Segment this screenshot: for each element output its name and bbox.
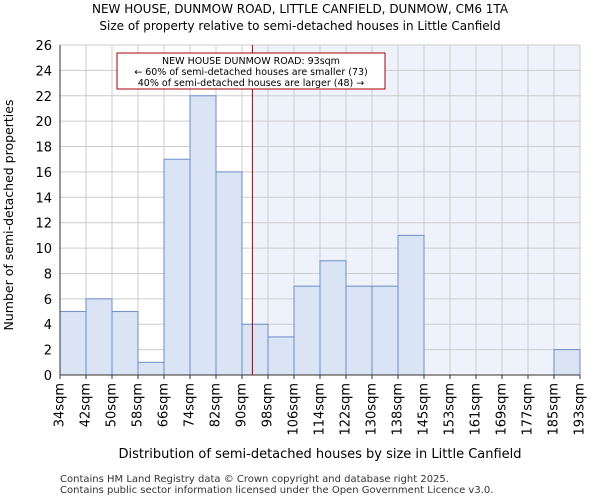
x-tick-label: 66sqm <box>157 383 172 427</box>
histogram-bar <box>85 298 113 376</box>
x-tick-label: 98sqm <box>261 383 276 427</box>
histogram-bar <box>553 349 581 376</box>
y-tick-label: 22 <box>35 90 52 105</box>
y-tick-label: 16 <box>35 166 52 181</box>
x-tick-label: 42sqm <box>79 383 94 427</box>
x-tick-label: 145sqm <box>417 383 432 436</box>
histogram-bar <box>319 260 347 376</box>
x-tick-label: 90sqm <box>235 383 250 427</box>
annotation-box <box>116 52 386 90</box>
x-tick-label: 161sqm <box>469 383 484 436</box>
histogram-bar <box>163 158 191 376</box>
chart-subtitle: Size of property relative to semi-detach… <box>99 19 501 33</box>
x-tick-label: 169sqm <box>495 383 510 436</box>
histogram-bar <box>189 95 217 376</box>
y-tick-label: 26 <box>35 39 52 54</box>
histogram-bar <box>215 171 243 376</box>
x-tick-label: 106sqm <box>287 383 302 436</box>
y-tick-label: 0 <box>44 369 52 384</box>
x-tick-label: 50sqm <box>105 383 120 427</box>
annotation-line-2: ← 60% of semi-detached houses are smalle… <box>134 67 368 78</box>
x-tick-label: 130sqm <box>365 383 380 436</box>
x-tick-label: 114sqm <box>313 383 328 436</box>
x-tick-label: 138sqm <box>391 383 406 436</box>
y-axis-title: Number of semi-detached properties <box>1 100 16 331</box>
histogram-bar <box>137 361 165 376</box>
y-tick-label: 12 <box>35 217 52 232</box>
histogram-bar <box>397 234 425 376</box>
histogram-bar <box>371 285 399 376</box>
y-tick-label: 10 <box>35 242 52 257</box>
x-tick-label: 193sqm <box>573 383 588 436</box>
x-tick-label: 34sqm <box>53 383 68 427</box>
x-tick-label: 177sqm <box>521 383 536 436</box>
histogram-bar <box>267 336 295 376</box>
histogram-bar <box>111 311 139 376</box>
x-tick-label: 82sqm <box>209 383 224 427</box>
y-tick-label: 6 <box>44 293 52 308</box>
x-tick-label: 153sqm <box>443 383 458 436</box>
x-axis-title: Distribution of semi-detached houses by … <box>118 447 521 462</box>
x-tick-label: 122sqm <box>339 383 354 436</box>
y-tick-label: 4 <box>44 318 52 333</box>
x-tick-label: 58sqm <box>131 383 146 427</box>
x-tick-label: 74sqm <box>183 383 198 427</box>
y-tick-label: 8 <box>44 267 52 282</box>
histogram-bar <box>293 285 321 376</box>
y-tick-label: 18 <box>35 141 52 156</box>
annotation-line-1: NEW HOUSE DUNMOW ROAD: 93sqm <box>162 56 340 67</box>
histogram-bar <box>345 285 373 376</box>
y-tick-label: 2 <box>44 344 52 359</box>
footer-licence: Contains public sector information licen… <box>60 485 494 496</box>
y-tick-label: 14 <box>35 191 52 206</box>
footer-copyright: Contains HM Land Registry data © Crown c… <box>60 474 449 485</box>
histogram-bar <box>241 323 269 376</box>
annotation-line-3: 40% of semi-detached houses are larger (… <box>138 78 365 89</box>
y-tick-label: 20 <box>35 115 52 130</box>
y-tick-label: 24 <box>35 64 52 79</box>
histogram-bar <box>59 311 87 376</box>
x-tick-label: 185sqm <box>547 383 562 436</box>
chart-title-address: NEW HOUSE, DUNMOW ROAD, LITTLE CANFIELD,… <box>91 2 509 16</box>
